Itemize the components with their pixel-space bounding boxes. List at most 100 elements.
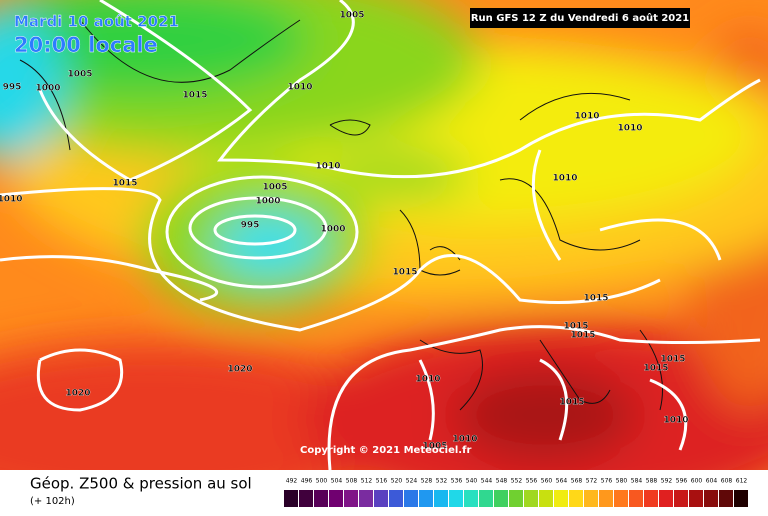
isobar-label: 1010 — [617, 124, 642, 134]
scale-swatch — [374, 490, 388, 507]
scale-label: 504 — [331, 478, 343, 485]
scale-label: 584 — [631, 478, 643, 485]
scale-label: 592 — [661, 478, 673, 485]
copyright: Copyright © 2021 Meteociel.fr — [300, 445, 471, 456]
footer-title: Géop. Z500 & pression au sol — [30, 475, 252, 493]
isobar-label: 1005 — [67, 70, 92, 80]
forecast-time: 20:00 locale — [14, 33, 158, 57]
scale-label: 608 — [721, 478, 733, 485]
isobar-label: 1000 — [320, 225, 345, 235]
scale-label: 520 — [391, 478, 403, 485]
scale-label: 612 — [736, 478, 748, 485]
scale-swatch — [719, 490, 733, 507]
scale-swatch — [314, 490, 328, 507]
scale-swatch — [434, 490, 448, 507]
isobar-label: 1015 — [563, 322, 588, 332]
scale-label: 596 — [676, 478, 688, 485]
isobar-label: 995 — [3, 83, 22, 93]
scale-swatch — [299, 490, 313, 507]
scale-label: 516 — [376, 478, 388, 485]
scale-swatch — [629, 490, 643, 507]
scale-label: 508 — [346, 478, 358, 485]
scale-label: 604 — [706, 478, 718, 485]
isobar-label: 1005 — [339, 11, 364, 21]
scale-swatch — [494, 490, 508, 507]
scale-swatch — [644, 490, 658, 507]
scale-swatch — [344, 490, 358, 507]
scale-swatch — [569, 490, 583, 507]
isobar-label: 1020 — [227, 365, 252, 375]
scale-label: 556 — [526, 478, 538, 485]
scale-swatch — [584, 490, 598, 507]
scale-label: 540 — [466, 478, 478, 485]
isobar-label: 1010 — [315, 162, 340, 172]
isobar-label: 1020 — [65, 389, 90, 399]
isobar-label: 1010 — [663, 416, 688, 426]
scale-label: 564 — [556, 478, 568, 485]
scale-swatch — [539, 490, 553, 507]
forecast-date: Mardi 10 août 2021 — [14, 13, 179, 31]
scale-swatch — [659, 490, 673, 507]
isobar-label: 995 — [241, 221, 260, 231]
isobar-label: 1010 — [574, 112, 599, 122]
isobar-label: 1010 — [452, 435, 477, 445]
scale-swatch — [704, 490, 718, 507]
scale-label: 600 — [691, 478, 703, 485]
isobars — [0, 0, 761, 470]
scale-label: 580 — [616, 478, 628, 485]
scale-label: 528 — [421, 478, 433, 485]
scale-label: 536 — [451, 478, 463, 485]
isobar-label: 1005 — [262, 183, 287, 193]
scale-label: 496 — [301, 478, 313, 485]
scale-swatch — [614, 490, 628, 507]
run-info: Run GFS 12 Z du Vendredi 6 août 2021 — [471, 12, 689, 24]
scale-label: 524 — [406, 478, 418, 485]
scale-swatch — [524, 490, 538, 507]
isobar-label: 1010 — [0, 195, 23, 205]
color-scale: 492 496 500 504 508 512 516 520 524 528 532 536 540 5… — [284, 478, 748, 507]
scale-swatch — [479, 490, 493, 507]
isobar-label: 1015 — [643, 364, 668, 374]
scale-label: 544 — [481, 478, 493, 485]
isobar-label: 1005 — [422, 442, 447, 452]
scale-label: 560 — [541, 478, 553, 485]
isobar-label: 1015 — [559, 398, 584, 408]
isobar-label: 1000 — [255, 197, 280, 207]
scale-swatch — [389, 490, 403, 507]
scale-label: 548 — [496, 478, 508, 485]
scale-swatch — [464, 490, 478, 507]
scale-swatch — [329, 490, 343, 507]
scale-swatch — [359, 490, 373, 507]
scale-swatch — [419, 490, 433, 507]
isobar-label: 1015 — [182, 91, 207, 101]
scale-label: 492 — [286, 478, 298, 485]
scale-label: 512 — [361, 478, 373, 485]
isobar-label: 1015 — [660, 355, 685, 365]
scale-swatch — [284, 490, 298, 507]
scale-label: 588 — [646, 478, 658, 485]
scale-label: 552 — [511, 478, 523, 485]
scale-swatch — [509, 490, 523, 507]
scale-swatch — [734, 490, 748, 507]
footer-lead: (+ 102h) — [30, 496, 75, 507]
isobar-label: 1015 — [583, 294, 608, 304]
isobar-label: 1010 — [552, 174, 577, 184]
scale-swatch — [689, 490, 703, 507]
scale-swatch — [404, 490, 418, 507]
scale-label: 572 — [586, 478, 598, 485]
scale-label: 500 — [316, 478, 328, 485]
isobar-label: 1015 — [112, 179, 137, 189]
scale-swatch — [449, 490, 463, 507]
scale-label: 576 — [601, 478, 613, 485]
scale-label: 568 — [571, 478, 583, 485]
isobar-label: 1010 — [415, 375, 440, 385]
scale-swatch — [599, 490, 613, 507]
scale-swatch — [674, 490, 688, 507]
isobar-label: 1015 — [392, 268, 417, 278]
isobar-label: 1000 — [35, 84, 60, 94]
isobar-label: 1010 — [287, 83, 312, 93]
scale-label: 532 — [436, 478, 448, 485]
scale-swatch — [554, 490, 568, 507]
